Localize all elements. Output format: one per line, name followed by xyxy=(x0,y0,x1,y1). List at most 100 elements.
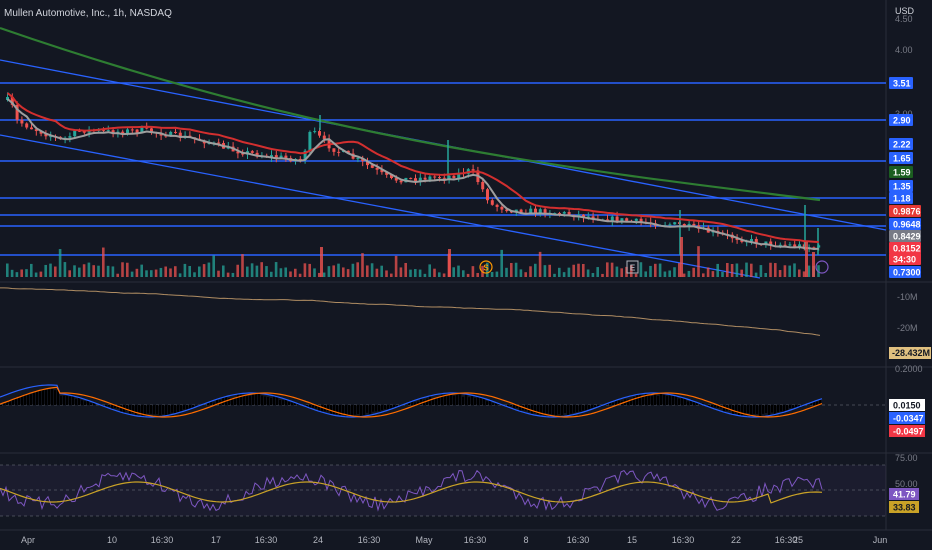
price-badge-label: 1.65 xyxy=(893,154,911,164)
macd-histogram-bar xyxy=(597,405,600,407)
candle xyxy=(433,176,437,178)
volume-bar xyxy=(534,263,537,277)
volume-bar xyxy=(697,246,700,277)
candle xyxy=(68,136,72,138)
candle xyxy=(788,244,792,246)
macd-histogram-bar xyxy=(150,405,153,414)
candle xyxy=(145,127,149,129)
macd-histogram-group xyxy=(0,388,822,417)
macd-histogram-bar xyxy=(657,395,660,405)
candle xyxy=(270,155,273,158)
macd-histogram-bar xyxy=(546,405,549,414)
macd-histogram-bar xyxy=(690,399,693,405)
volume-bar xyxy=(457,265,460,277)
macd-histogram-bar xyxy=(249,395,252,405)
macd-histogram-bar xyxy=(159,405,162,416)
macd-histogram-bar xyxy=(447,395,450,405)
candle xyxy=(332,148,336,152)
macd-histogram-bar xyxy=(375,405,378,412)
volume-bar xyxy=(805,242,808,277)
volume-bar xyxy=(610,262,614,277)
macd-histogram-bar xyxy=(711,405,714,408)
volume-bar xyxy=(10,269,14,277)
candle xyxy=(150,128,153,133)
macd-line xyxy=(0,384,823,418)
macd-histogram-bar xyxy=(516,405,519,409)
volume-bar xyxy=(606,262,609,277)
volume-bar xyxy=(668,270,671,277)
macd-histogram-bar xyxy=(27,394,30,405)
candle xyxy=(174,131,177,133)
volume-bar xyxy=(207,262,211,277)
candle xyxy=(236,151,240,154)
macd-histogram-bar xyxy=(237,394,240,405)
split-marker-icon xyxy=(479,260,493,274)
candle xyxy=(668,224,672,226)
candle xyxy=(625,218,629,221)
candle xyxy=(754,238,758,244)
macd-histogram-bar xyxy=(378,405,381,412)
volume-bar xyxy=(289,271,292,277)
macd-histogram-bar xyxy=(411,400,414,405)
volume-bar xyxy=(361,253,364,277)
macd-histogram-bar xyxy=(51,388,54,405)
volume-bar xyxy=(202,264,206,277)
symbol-title: Mullen Automotive, Inc., 1h, NASDAQ xyxy=(4,8,172,19)
candle xyxy=(447,175,451,179)
macd-histogram-bar xyxy=(186,405,189,410)
macd-histogram-bar xyxy=(234,397,237,405)
volume-bar xyxy=(54,266,57,277)
volume-bar xyxy=(150,270,153,277)
volume-bar xyxy=(654,263,657,277)
volume-bar xyxy=(102,247,105,277)
volume-bar xyxy=(399,267,403,277)
candle xyxy=(740,240,744,242)
macd-histogram-bar xyxy=(789,405,792,409)
candle xyxy=(169,131,173,137)
volume-bar xyxy=(673,267,676,277)
macd-histogram-bar xyxy=(564,405,567,414)
time-axis-label: 25 xyxy=(793,535,803,545)
candle xyxy=(610,216,614,222)
volume-bar xyxy=(680,237,683,277)
macd-histogram-bar xyxy=(81,400,84,405)
macd-histogram-bar xyxy=(747,405,750,414)
volume-bar xyxy=(198,266,201,277)
volume-bar xyxy=(250,263,254,277)
volume-bar xyxy=(174,266,177,277)
volume-bar xyxy=(58,249,62,277)
volume-bar xyxy=(558,267,561,277)
volume-bar xyxy=(39,271,43,277)
volume-bar xyxy=(130,271,134,277)
volume-bar xyxy=(524,272,527,277)
volume-bar xyxy=(313,268,316,277)
obv-line xyxy=(0,287,821,336)
candle xyxy=(519,209,523,213)
volume-bar xyxy=(409,269,412,277)
macd-histogram-bar xyxy=(156,405,159,415)
macd-histogram-bar xyxy=(453,395,456,405)
macd-histogram-bar xyxy=(87,400,90,405)
macd-histogram-bar xyxy=(528,405,531,412)
currency-label: USD xyxy=(895,6,915,16)
macd-histogram-bar xyxy=(480,398,483,405)
macd-histogram-bar xyxy=(108,405,111,407)
volume-bar xyxy=(140,264,143,277)
macd-histogram-bar xyxy=(654,393,657,405)
volume-bar xyxy=(759,265,763,277)
candle xyxy=(543,209,547,215)
candle xyxy=(15,104,19,120)
ma-green-line xyxy=(0,26,821,202)
macd-histogram-bar xyxy=(816,401,819,405)
macd-histogram-bar xyxy=(612,402,615,405)
macd-histogram-bar xyxy=(459,394,462,405)
price-badge-label: 0.8152 xyxy=(893,244,921,254)
rsi-band xyxy=(0,465,886,516)
macd-histogram-bar xyxy=(114,405,117,409)
candle xyxy=(106,130,110,132)
time-axis-label: 16:30 xyxy=(358,535,381,545)
candle xyxy=(735,238,739,241)
macd-histogram-bar xyxy=(768,405,771,416)
